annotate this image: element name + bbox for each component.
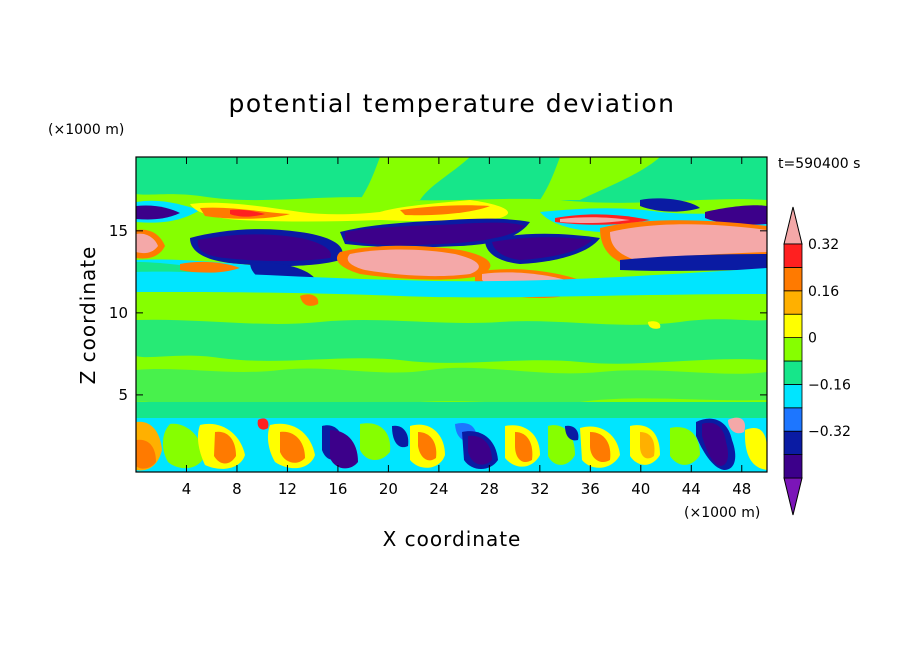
pink-region-center [347, 249, 479, 277]
y-tick-label: 15 [109, 222, 128, 240]
colorbar-extend-max [783, 206, 803, 245]
colorbar-segment [783, 337, 803, 362]
purple-cell-26 [468, 435, 492, 465]
purple-cell-16 [330, 430, 358, 469]
x-tick-label: 20 [379, 480, 398, 498]
plot-frame [135, 156, 768, 473]
x-tick-label: 12 [278, 480, 297, 498]
x-axis: 4 8 12 16 20 24 28 32 36 40 44 48 [182, 157, 751, 498]
contour-field [136, 157, 767, 472]
time-label: t=590400 s [778, 156, 860, 172]
purple-band-right [492, 237, 592, 260]
x-tick-label: 4 [182, 480, 192, 498]
colorbar-segment [783, 360, 803, 385]
colorbar-tick-label: −0.16 [808, 377, 851, 393]
x-tick-label: 44 [682, 480, 701, 498]
cyan-band [136, 268, 767, 298]
colorbar-tick-label: 0.16 [808, 284, 839, 300]
colorbar-tick-label: −0.32 [808, 424, 851, 440]
y-unit-label: (×1000 m) [48, 122, 124, 138]
colorbar-tick-label: 0.32 [808, 237, 839, 253]
y-axis: 5 10 15 [109, 222, 767, 404]
colorbar-segment [783, 243, 803, 268]
x-unit-label: (×1000 m) [684, 505, 760, 521]
x-tick-label: 16 [328, 480, 347, 498]
x-tick-label: 32 [530, 480, 549, 498]
colorbar-tick-label: 0 [808, 331, 817, 347]
colorbar-segment [783, 383, 803, 409]
colorbar-segment [783, 290, 803, 315]
colorbar-segment [783, 313, 803, 339]
y-tick-label: 10 [109, 304, 128, 322]
colorbar-segment [783, 454, 803, 479]
colorbar: 0.32 0.16 0 −0.16 −0.32 [783, 206, 851, 516]
x-tick-label: 8 [232, 480, 242, 498]
x-tick-label: 36 [581, 480, 600, 498]
chart-title: potential temperature deviation [229, 89, 676, 118]
purple-band-middle [345, 222, 525, 246]
purple-cell-46 [702, 422, 728, 466]
y-axis-label: Z coordinate [76, 246, 100, 385]
y-tick-label: 5 [118, 386, 128, 404]
x-tick-label: 48 [732, 480, 751, 498]
colorbar-segment [783, 407, 803, 432]
purple-band-top-left [136, 205, 180, 220]
pink-region-right [610, 224, 767, 260]
x-tick-label: 24 [429, 480, 448, 498]
colorbar-extend-min [783, 477, 803, 516]
x-tick-label: 40 [631, 480, 650, 498]
colorbar-segment [783, 266, 803, 292]
x-axis-label: X coordinate [383, 527, 522, 551]
purple-band-left [197, 234, 331, 261]
colorbar-segment [783, 430, 803, 456]
green-mid-band [136, 319, 767, 364]
x-tick-label: 28 [480, 480, 499, 498]
